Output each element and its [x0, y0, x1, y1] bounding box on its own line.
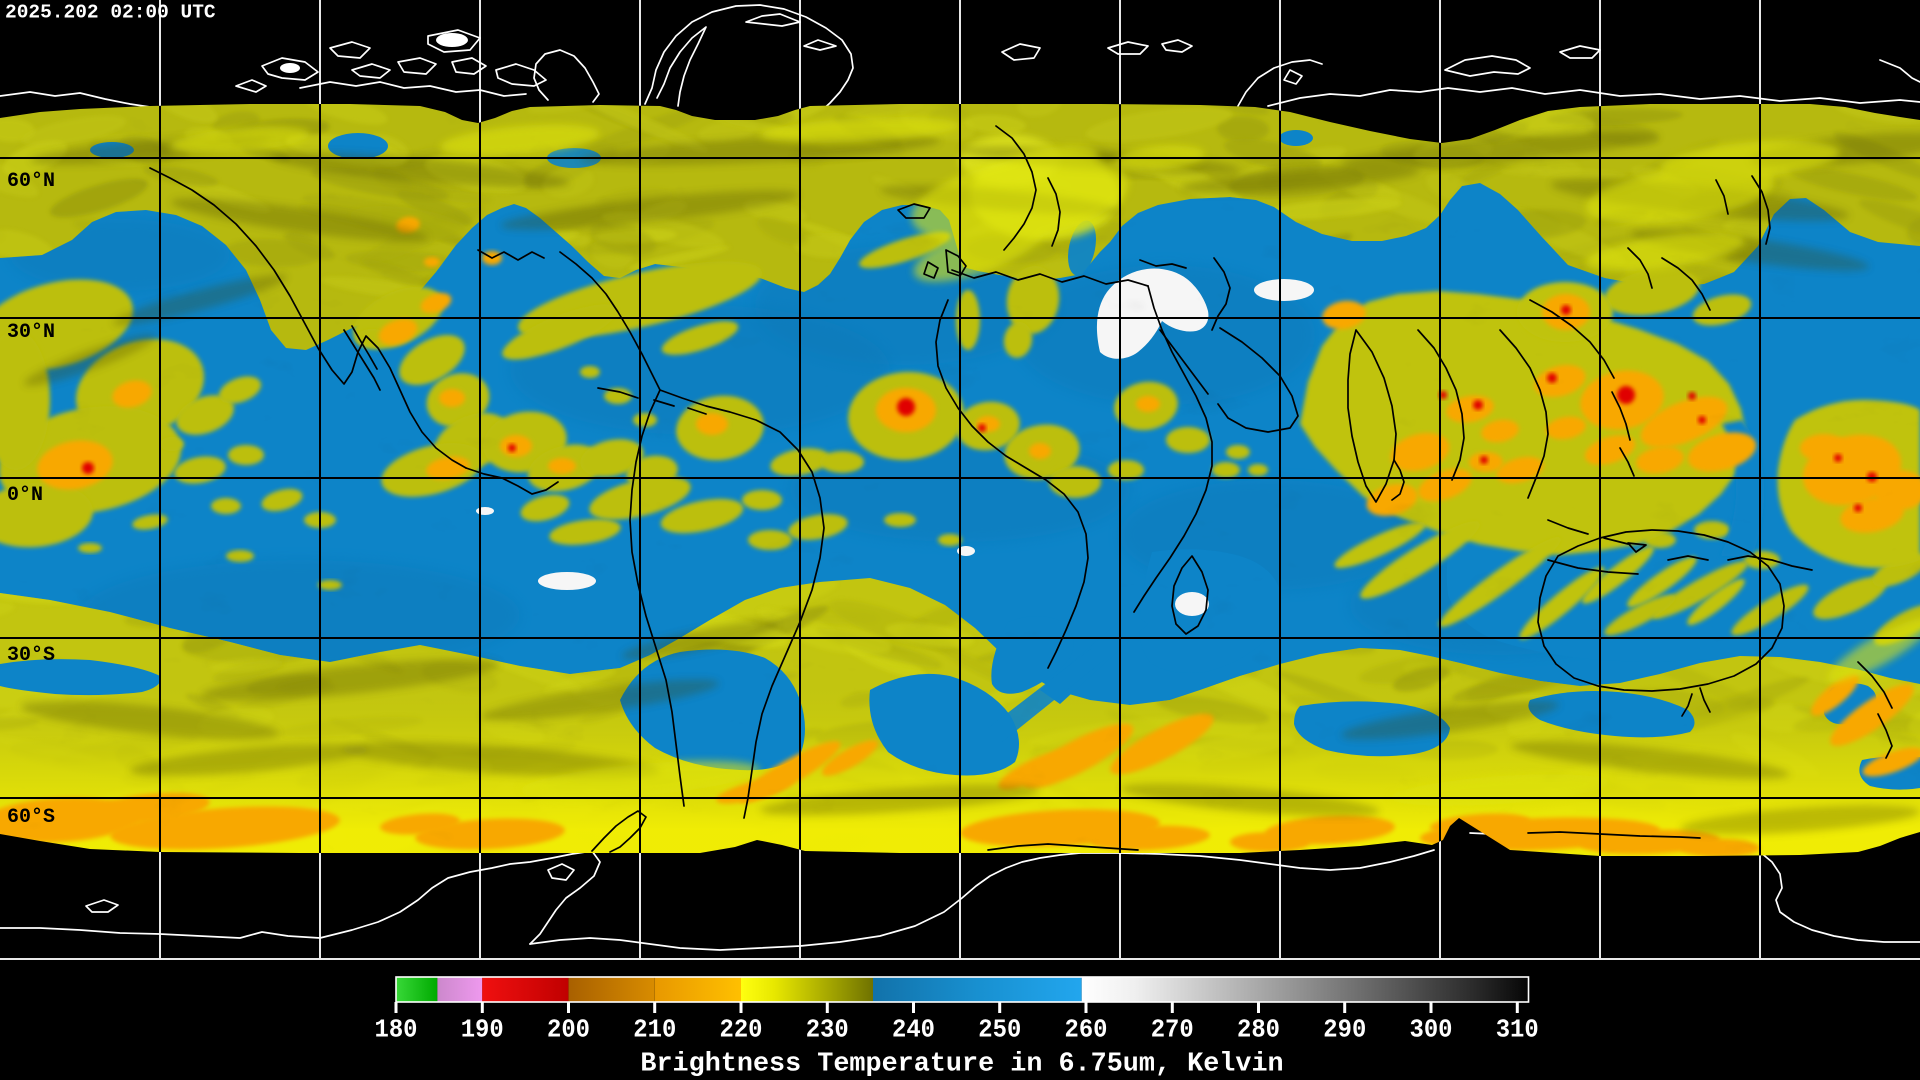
svg-text:260: 260	[1065, 1016, 1108, 1045]
svg-text:220: 220	[720, 1016, 763, 1045]
svg-text:270: 270	[1151, 1016, 1194, 1045]
svg-text:300: 300	[1410, 1016, 1453, 1045]
svg-text:230: 230	[806, 1016, 849, 1045]
svg-text:60°S: 60°S	[7, 806, 55, 829]
svg-text:290: 290	[1323, 1016, 1366, 1045]
svg-text:310: 310	[1496, 1016, 1539, 1045]
svg-text:180: 180	[375, 1016, 418, 1045]
svg-text:210: 210	[633, 1016, 676, 1045]
svg-text:250: 250	[978, 1016, 1021, 1045]
svg-text:Brightness Temperature in 6.75: Brightness Temperature in 6.75um, Kelvin	[640, 1050, 1283, 1080]
svg-text:280: 280	[1237, 1016, 1280, 1045]
svg-text:60°N: 60°N	[7, 170, 55, 193]
svg-text:30°N: 30°N	[7, 321, 55, 344]
svg-text:190: 190	[461, 1016, 504, 1045]
svg-text:240: 240	[892, 1016, 935, 1045]
svg-text:2025.202 02:00 UTC: 2025.202 02:00 UTC	[5, 2, 216, 24]
svg-text:0°N: 0°N	[7, 484, 43, 507]
svg-text:30°S: 30°S	[7, 644, 55, 667]
svg-text:200: 200	[547, 1016, 590, 1045]
